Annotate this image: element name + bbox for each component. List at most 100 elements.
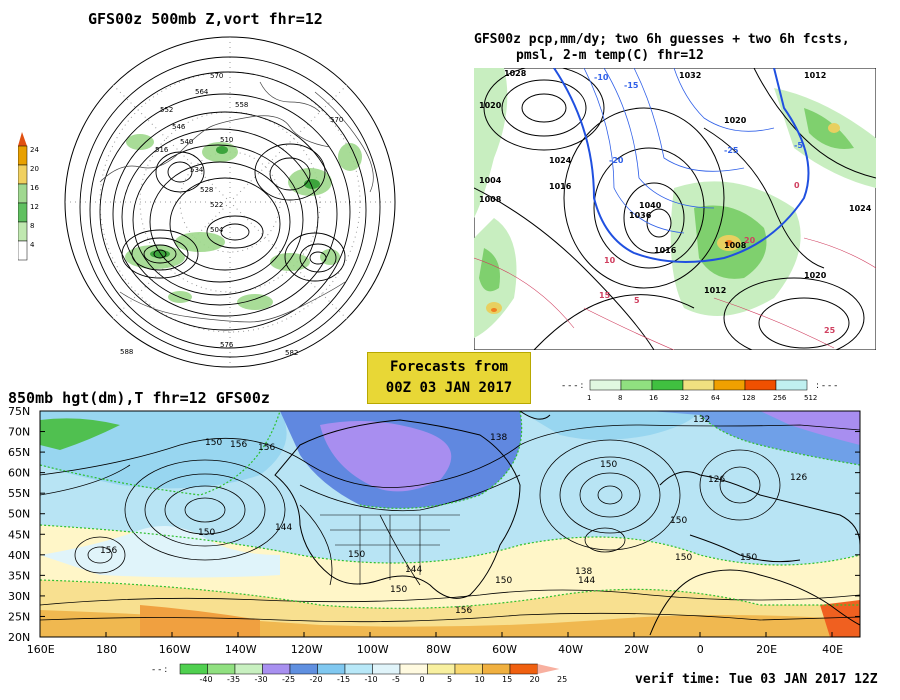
height-contour-label: 126 [708, 475, 725, 485]
temp-scale-label: 15 [502, 675, 512, 684]
nh-contour-label: 564 [195, 88, 209, 96]
longitude-label: 140W [225, 643, 257, 656]
height-contour-label: 150 [740, 553, 757, 563]
precip-map-label: 1016 [549, 182, 572, 191]
nh-500mb-title: GFS00z 500mb Z,vort fhr=12 [88, 10, 323, 28]
latitude-label: 20N [8, 631, 30, 644]
precip-scale-label: 32 [680, 394, 689, 402]
nh-contour-label: 576 [220, 341, 234, 349]
svg-text:: - - -: : - - - [816, 381, 837, 391]
height-contour-label: 156 [230, 440, 247, 450]
longitude-label: 100W [357, 643, 389, 656]
longitude-label: 20E [756, 643, 777, 656]
nh-contour-label: 570 [330, 116, 343, 124]
height-contour-label: 150 [675, 553, 692, 563]
temp-scale-swatch [289, 663, 318, 675]
precip-scale-swatch [775, 379, 808, 391]
temp-scale-label: -15 [337, 675, 350, 684]
svg-text:- - - :: - - - : [562, 381, 583, 391]
height-contour-label: 126 [790, 473, 807, 483]
temp-scale-swatch [427, 663, 456, 675]
longitude-label: 60W [492, 643, 517, 656]
temp-scale-swatch [207, 663, 236, 675]
vort-scale-swatch [18, 221, 28, 242]
height-contour-label: 156 [455, 606, 472, 616]
precip-scale-swatch [651, 379, 684, 391]
precip-color-scale: - - - : 1 8 16 32 64 128 256 512 : - - - [562, 379, 837, 402]
precip-title-line2: pmsl, 2-m temp(C) fhr=12 [516, 48, 704, 63]
precip-map-label: 15 [599, 291, 611, 300]
precip-map-label: 20 [744, 236, 756, 245]
temp-scale-label: 10 [475, 675, 485, 684]
nh-contour-label: 504 [210, 226, 224, 234]
height-contour-label: 150 [205, 438, 222, 448]
forecast-init-box: Forecasts from 00Z 03 JAN 2017 [367, 352, 531, 404]
temp-scale-label: -20 [310, 675, 323, 684]
forecast-box-line2: 00Z 03 JAN 2017 [385, 380, 513, 396]
nh-contour-label: 570 [210, 72, 223, 80]
precip-scale-label: 1 [587, 394, 591, 402]
precip-title-line1: GFS00z pcp,mm/dy; two 6h guesses + two 6… [474, 32, 850, 47]
temp-scale-swatch [399, 663, 428, 675]
latitude-label: 60N [8, 467, 30, 480]
height-contour-label: 150 [348, 550, 365, 560]
precip-map-label: 1024 [549, 156, 572, 165]
nh-contour-label: 528 [200, 186, 213, 194]
vort-scale-swatch [18, 183, 28, 204]
vort-scale-label: 12 [30, 203, 39, 211]
precip-pmsl-map: 1028102010241004100810161012103210401036… [474, 68, 876, 350]
temp-scale-swatch [454, 663, 483, 675]
precip-scale-label: 8 [618, 394, 622, 402]
precip-map-label: 1020 [724, 116, 747, 125]
precip-map-label: 1024 [849, 204, 872, 213]
temp-scale-label: -5 [392, 675, 400, 684]
nh-contour-label: 552 [160, 106, 173, 114]
vort-scale-swatch [18, 145, 28, 166]
precip-map-label: 5 [634, 296, 640, 305]
longitude-label: 40E [822, 643, 843, 656]
latitude-label: 75N [8, 405, 30, 418]
height-contour-label: 156 [258, 443, 275, 453]
height-contour-label: 138 [490, 433, 507, 443]
precip-map-label: -5 [794, 141, 803, 150]
nh-500mb-map: 5705645585525465405345285225165105045705… [64, 36, 396, 368]
latitude-label: 50N [8, 508, 30, 521]
vort-scale-swatch [18, 202, 28, 223]
latitude-label: 55N [8, 487, 30, 500]
vorticity-color-scale: 24 20 16 12 8 4 [18, 132, 39, 261]
temp-scale-label: -40 [200, 675, 213, 684]
precip-map-label: 0 [794, 181, 800, 190]
precip-map-label: 1032 [679, 71, 701, 80]
temp-scale-swatch [262, 663, 291, 675]
temp-scale-label: 25 [557, 675, 567, 684]
latitude-label: 45N [8, 528, 30, 541]
height-contour-label: 156 [100, 546, 117, 556]
temp-scale-label: -30 [255, 675, 268, 684]
temp-scale-label: 0 [420, 675, 425, 684]
temp-scale-swatch [234, 663, 263, 675]
precip-scale-label: 64 [711, 394, 720, 402]
temp-scale-swatch [372, 663, 401, 675]
height-contour-label: 144 [275, 523, 292, 533]
precip-scale-swatch [713, 379, 746, 391]
temp-scale-swatch [344, 663, 373, 675]
temp-scale-label: -35 [227, 675, 240, 684]
nh-contour-label: 516 [155, 146, 169, 154]
precip-map-label: 1040 [639, 201, 662, 210]
precip-map-label: -25 [724, 146, 739, 155]
temp-scale-swatch [482, 663, 511, 675]
height-contour-label: 138 [575, 567, 592, 577]
precip-map-label: 1016 [654, 246, 677, 255]
precip-map-label: 1012 [704, 286, 726, 295]
nh-contour-label: 558 [235, 101, 248, 109]
precip-scale-label: 512 [804, 394, 817, 402]
longitude-label: 180 [96, 643, 117, 656]
nh-contour-label: 588 [120, 348, 133, 356]
vort-scale-label: 16 [30, 184, 39, 192]
latitude-label: 40N [8, 549, 30, 562]
nh-contour-label: 522 [210, 201, 223, 209]
precip-map-label: 10 [604, 256, 616, 265]
longitude-label: 80W [426, 643, 451, 656]
height-contour-label: 144 [578, 576, 595, 586]
